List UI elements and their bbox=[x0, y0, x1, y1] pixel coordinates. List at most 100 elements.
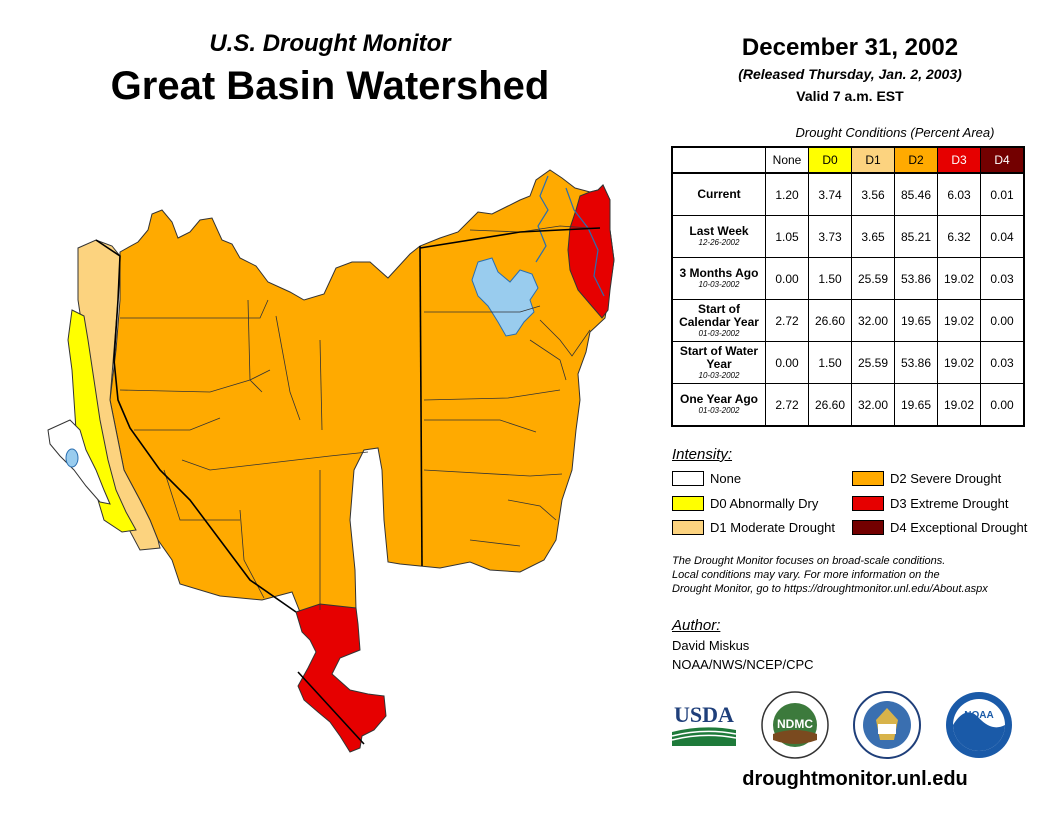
table-cell: 3.73 bbox=[808, 215, 852, 258]
table-cell: 2.72 bbox=[765, 383, 809, 427]
column-header-d2: D2 bbox=[894, 146, 938, 174]
bear-river bbox=[535, 175, 605, 297]
table-cell: 6.32 bbox=[937, 215, 981, 258]
svg-text:NDMC: NDMC bbox=[777, 717, 813, 731]
swatch-d4 bbox=[852, 520, 884, 535]
column-header-none: None bbox=[765, 146, 809, 174]
map-date: December 31, 2002 bbox=[741, 34, 959, 61]
table-cell: 85.46 bbox=[894, 172, 938, 216]
author-heading: Author: bbox=[672, 617, 721, 634]
table-row: Current 1.20 3.74 3.56 85.46 6.03 0.01 bbox=[671, 172, 1025, 216]
legend-label: None bbox=[710, 471, 742, 486]
d0-region bbox=[67, 309, 137, 533]
row-date: 10-03-2002 bbox=[698, 280, 740, 289]
map-subtitle: U.S. Drought Monitor bbox=[209, 30, 451, 57]
table-row: Last Week 12-26-2002 1.05 3.73 3.65 85.21… bbox=[671, 215, 1025, 258]
table-row: Start of Calendar Year 01-03-2002 2.72 26… bbox=[671, 299, 1025, 342]
legend-item-d3: D3 Extreme Drought bbox=[852, 496, 1009, 511]
swatch-none bbox=[672, 471, 704, 486]
row-date: 01-03-2002 bbox=[698, 406, 740, 415]
noaa-logo: NOAA bbox=[946, 692, 1012, 758]
table-title: Drought Conditions (Percent Area) bbox=[795, 125, 995, 140]
legend-label: D2 Severe Drought bbox=[890, 471, 1002, 486]
author-name: David Miskus bbox=[672, 638, 750, 653]
svg-text:NOAA: NOAA bbox=[964, 710, 993, 721]
table-cell: 19.02 bbox=[937, 383, 981, 427]
table-row: Start of Water Year 10-03-2002 0.00 1.50 … bbox=[671, 341, 1025, 384]
d3-northeast-region bbox=[567, 184, 615, 319]
legend-item-d2: D2 Severe Drought bbox=[852, 471, 1001, 486]
map-title: Great Basin Watershed bbox=[110, 64, 550, 108]
legend-heading: Intensity: bbox=[672, 446, 733, 463]
table-cell: 3.74 bbox=[808, 172, 852, 216]
column-header-d0: D0 bbox=[808, 146, 852, 174]
table-cell: 53.86 bbox=[894, 257, 938, 300]
row-date: 10-03-2002 bbox=[698, 370, 740, 380]
note-line: Local conditions may vary. For more info… bbox=[672, 569, 940, 581]
swatch-d3 bbox=[852, 496, 884, 511]
legend-item-none: None bbox=[672, 471, 741, 486]
row-date: 01-03-2002 bbox=[698, 328, 740, 338]
valid-time: Valid 7 a.m. EST bbox=[796, 88, 904, 104]
row-label: Start of Water Year 10-03-2002 bbox=[671, 341, 766, 384]
row-label: Last Week 12-26-2002 bbox=[671, 215, 766, 258]
legend-label: D3 Extreme Drought bbox=[890, 496, 1009, 511]
release-date: (Released Thursday, Jan. 2, 2003) bbox=[738, 66, 962, 82]
table-cell: 19.65 bbox=[894, 299, 938, 342]
note-line: Drought Monitor, go to https://droughtmo… bbox=[672, 583, 988, 595]
row-label: Current bbox=[671, 172, 766, 216]
table-cell: 0.03 bbox=[980, 257, 1025, 300]
western-lake bbox=[65, 448, 79, 468]
table-cell: 19.02 bbox=[937, 257, 981, 300]
table-cell: 19.02 bbox=[937, 299, 981, 342]
table-cell: 1.50 bbox=[808, 341, 852, 384]
table-cell: 26.60 bbox=[808, 299, 852, 342]
header-blank bbox=[672, 147, 766, 173]
table-row: 3 Months Ago 10-03-2002 0.00 1.50 25.59 5… bbox=[671, 257, 1025, 300]
column-header-d4: D4 bbox=[980, 146, 1025, 174]
table-cell: 6.03 bbox=[937, 172, 981, 216]
swatch-d2 bbox=[852, 471, 884, 486]
state-boundaries bbox=[95, 227, 601, 745]
table-cell: 1.50 bbox=[808, 257, 852, 300]
svg-text:USDA: USDA bbox=[674, 702, 734, 727]
table-cell: 0.00 bbox=[765, 257, 809, 300]
legend-label: D4 Exceptional Drought bbox=[890, 520, 1028, 535]
legend-item-d1: D1 Moderate Drought bbox=[672, 520, 835, 535]
swatch-d0 bbox=[672, 496, 704, 511]
table-cell: 0.03 bbox=[980, 341, 1025, 384]
table-row: One Year Ago 01-03-2002 2.72 26.60 32.00 … bbox=[671, 383, 1025, 427]
table-cell: 3.65 bbox=[851, 215, 895, 258]
footer-url[interactable]: droughtmonitor.unl.edu bbox=[742, 768, 968, 790]
legend-label: D0 Abnormally Dry bbox=[710, 496, 819, 511]
table-cell: 19.02 bbox=[937, 341, 981, 384]
d3-south-region bbox=[295, 603, 387, 753]
row-label: Start of Calendar Year 01-03-2002 bbox=[671, 299, 766, 342]
table-cell: 0.00 bbox=[765, 341, 809, 384]
table-cell: 26.60 bbox=[808, 383, 852, 427]
legend-label: D1 Moderate Drought bbox=[710, 520, 836, 535]
table-cell: 0.00 bbox=[980, 299, 1025, 342]
column-header-d3: D3 bbox=[937, 146, 981, 174]
drought-conditions-table: None D0 D1 D2 D3 D4 Current 1.20 3.74 3.… bbox=[671, 146, 1025, 427]
table-cell: 85.21 bbox=[894, 215, 938, 258]
table-header-row: None D0 D1 D2 D3 D4 bbox=[672, 146, 1025, 174]
table-cell: 0.04 bbox=[980, 215, 1025, 258]
table-cell: 25.59 bbox=[851, 257, 895, 300]
table-cell: 19.65 bbox=[894, 383, 938, 427]
legend-item-d0: D0 Abnormally Dry bbox=[672, 496, 818, 511]
table-cell: 0.00 bbox=[980, 383, 1025, 427]
row-label: One Year Ago 01-03-2002 bbox=[671, 383, 766, 427]
none-region bbox=[47, 419, 111, 505]
note-line: The Drought Monitor focuses on broad-sca… bbox=[672, 555, 946, 567]
drought-map bbox=[47, 169, 615, 753]
legend-item-d4: D4 Exceptional Drought bbox=[852, 520, 1027, 535]
column-header-d1: D1 bbox=[851, 146, 895, 174]
swatch-d1 bbox=[672, 520, 704, 535]
table-cell: 32.00 bbox=[851, 299, 895, 342]
commerce-seal-logo bbox=[853, 691, 921, 759]
author-org: NOAA/NWS/NCEP/CPC bbox=[672, 657, 814, 672]
table-cell: 0.01 bbox=[980, 172, 1025, 216]
row-date: 12-26-2002 bbox=[698, 238, 740, 247]
ndmc-logo: NDMC bbox=[761, 691, 829, 759]
